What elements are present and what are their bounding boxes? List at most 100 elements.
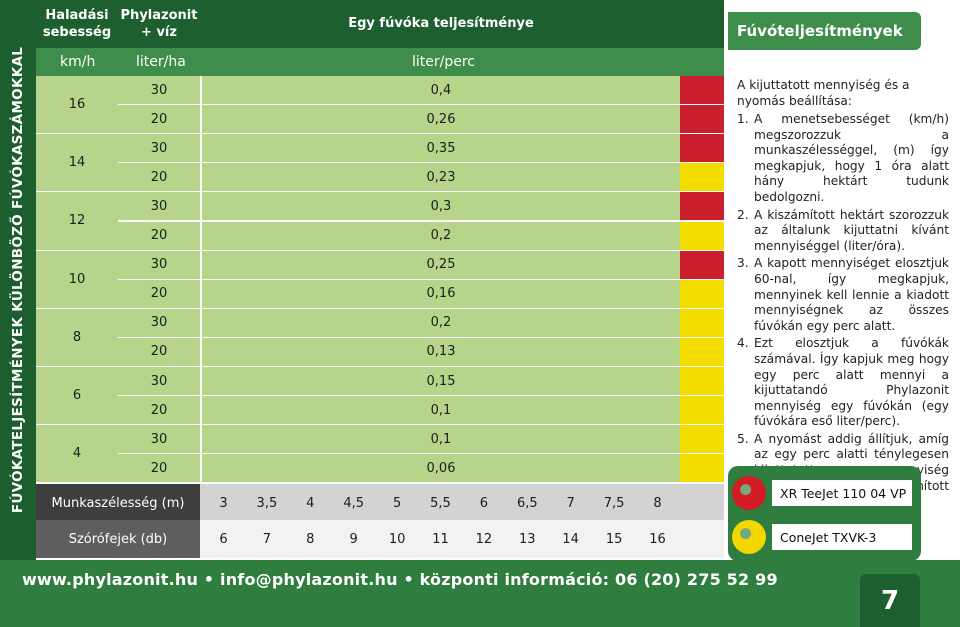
nozzle-rate-cell: 0,16 — [202, 279, 680, 309]
dose-cell: 30 — [118, 367, 200, 397]
instruction-step: 3. A kapott mennyiséget elosztjuk 60-nal,… — [737, 256, 949, 333]
nozzle-rate-cell: 0,25 — [202, 250, 680, 280]
nozzle-color-indicator — [680, 163, 724, 193]
column-divider — [200, 76, 202, 484]
nozzle-rate-cell: 0,2 — [202, 221, 680, 251]
working-width-value: 6,5 — [516, 495, 538, 511]
working-width-value: 4 — [306, 495, 315, 511]
unit-nozzle: liter/perc — [412, 54, 475, 70]
nozzle-rate-cell: 0,15 — [202, 367, 680, 397]
dose-cell: 30 — [118, 308, 200, 338]
nozzle-color-indicator — [680, 308, 724, 338]
dose-cell: 30 — [118, 76, 200, 106]
nozzle-count-row: Szórófejek (db) 6 7 8 9 10 11 12 13 14 15 16 — [36, 520, 724, 558]
dose-cell: 30 — [118, 192, 200, 222]
instruction-step: 4. Ezt elosztjuk a fúvókák számával. Így … — [737, 336, 949, 429]
dose-cell: 20 — [118, 221, 200, 251]
dose-cell: 20 — [118, 163, 200, 193]
nozzle-color-indicator — [680, 425, 724, 455]
dose-cell: 20 — [118, 105, 200, 135]
speed-cell: 6 — [36, 367, 118, 426]
nozzle-color-indicator — [680, 134, 724, 164]
units-row: km/h liter/ha liter/perc — [36, 48, 724, 76]
nozzle-color-indicator — [680, 367, 724, 397]
rate-table: 16 30 0,4 20 0,26 14 30 0,35 20 0,23 12 30 0,3 20 0,2 1… — [36, 76, 724, 484]
working-width-row: Munkaszélesség (m) 3 3,5 4 4,5 5 5,5 6 6,5 7 7,5 8 — [36, 484, 724, 522]
nozzle-color-indicator — [680, 192, 724, 222]
speed-cell: 16 — [36, 76, 118, 135]
working-width-value: 7,5 — [603, 495, 625, 511]
header-speed: Haladási sebesség — [42, 8, 112, 40]
page-number: 7 — [860, 574, 920, 627]
nozzle-legend-item: ConeJet TXVK-3 — [728, 516, 921, 556]
nozzle-count-value: 11 — [432, 531, 449, 547]
nozzle-rate-cell: 0,2 — [202, 308, 680, 338]
red-nozzle-icon — [732, 476, 766, 510]
nozzle-rate-cell: 0,1 — [202, 396, 680, 426]
nozzle-color-indicator — [680, 76, 724, 106]
working-width-value: 7 — [566, 495, 575, 511]
unit-speed: km/h — [60, 54, 96, 70]
dose-cell: 20 — [118, 337, 200, 367]
nozzle-name: XR TeeJet 110 04 VP — [772, 480, 912, 506]
working-width-value: 3,5 — [256, 495, 278, 511]
nozzle-name: ConeJet TXVK-3 — [772, 524, 912, 550]
nozzle-color-indicator — [680, 454, 724, 484]
yellow-nozzle-icon — [732, 520, 766, 554]
nozzle-count-label: Szórófejek (db) — [36, 520, 200, 558]
nozzle-count-value: 10 — [388, 531, 406, 547]
nozzle-count-value: 7 — [262, 531, 272, 547]
side-title-bar: FÚVÓKATELJESÍTMÉNYEK KÜLÖNBÖZŐ FÚVÓKASZÁ… — [0, 0, 36, 560]
table-header: Haladási sebesség Phylazonit + víz Egy f… — [36, 0, 724, 48]
speed-cell: 4 — [36, 425, 118, 484]
nozzle-color-indicator — [680, 105, 724, 135]
nozzle-color-indicator — [680, 221, 724, 251]
nozzle-count-value: 14 — [562, 531, 579, 547]
speed-cell: 10 — [36, 250, 118, 309]
unit-product: liter/ha — [136, 54, 186, 70]
nozzle-color-indicator — [680, 279, 724, 309]
speed-cell: 12 — [36, 192, 118, 251]
nozzle-color-indicator — [680, 337, 724, 367]
nozzle-count-value: 15 — [605, 531, 623, 547]
nozzle-rate-cell: 0,3 — [202, 192, 680, 222]
working-width-value: 6 — [479, 495, 489, 511]
speed-cell: 8 — [36, 308, 118, 367]
instruction-step: 2. A kiszámított hektárt szorozzuk az ált… — [737, 207, 949, 253]
nozzle-rate-cell: 0,26 — [202, 105, 680, 135]
working-width-value: 8 — [653, 495, 662, 511]
nozzle-count-value: 16 — [649, 531, 666, 547]
instruction-step: 1. A menetsebességet (km/h) megszorozzuk … — [737, 112, 949, 204]
nozzle-count-value: 6 — [219, 531, 228, 547]
nozzle-color-indicator — [680, 396, 724, 426]
footer: www.phylazonit.hu • info@phylazonit.hu •… — [0, 560, 960, 627]
dose-cell: 30 — [118, 250, 200, 280]
side-title: FÚVÓKATELJESÍTMÉNYEK KÜLÖNBÖZŐ FÚVÓKASZÁ… — [10, 46, 26, 514]
dose-cell: 20 — [118, 396, 200, 426]
header-nozzle-output: Egy fúvóka teljesítménye — [348, 16, 534, 31]
dose-cell: 20 — [118, 279, 200, 309]
panel-title: Fúvóteljesítmények — [728, 12, 921, 50]
working-width-label: Munkaszélesség (m) — [36, 484, 200, 522]
nozzle-rate-cell: 0,1 — [202, 425, 680, 455]
nozzle-rate-cell: 0,06 — [202, 454, 680, 484]
header-product: Phylazonit + víz — [120, 8, 198, 40]
instruction-list: 1. A menetsebességet (km/h) megszorozzuk … — [737, 112, 949, 512]
panel-intro: A kijuttatott mennyiség és a nyomás beál… — [737, 78, 910, 108]
working-width-value: 5,5 — [430, 495, 451, 511]
nozzle-count-value: 13 — [519, 531, 536, 547]
nozzle-legend-item: XR TeeJet 110 04 VP — [728, 472, 921, 512]
speed-cell: 14 — [36, 134, 118, 193]
dose-cell: 20 — [118, 454, 200, 484]
nozzle-count-value: 9 — [349, 531, 358, 547]
working-width-value: 4,5 — [343, 495, 365, 511]
dose-cell: 30 — [118, 425, 200, 455]
dose-cell: 30 — [118, 134, 200, 164]
nozzle-color-indicator — [680, 250, 724, 280]
nozzle-legend: XR TeeJet 110 04 VP ConeJet TXVK-3 — [728, 466, 921, 561]
footer-contact: www.phylazonit.hu • info@phylazonit.hu •… — [22, 570, 778, 589]
nozzle-rate-cell: 0,35 — [202, 134, 680, 164]
nozzle-count-value: 12 — [475, 531, 493, 547]
nozzle-rate-cell: 0,23 — [202, 163, 680, 193]
working-width-value: 3 — [219, 495, 228, 511]
